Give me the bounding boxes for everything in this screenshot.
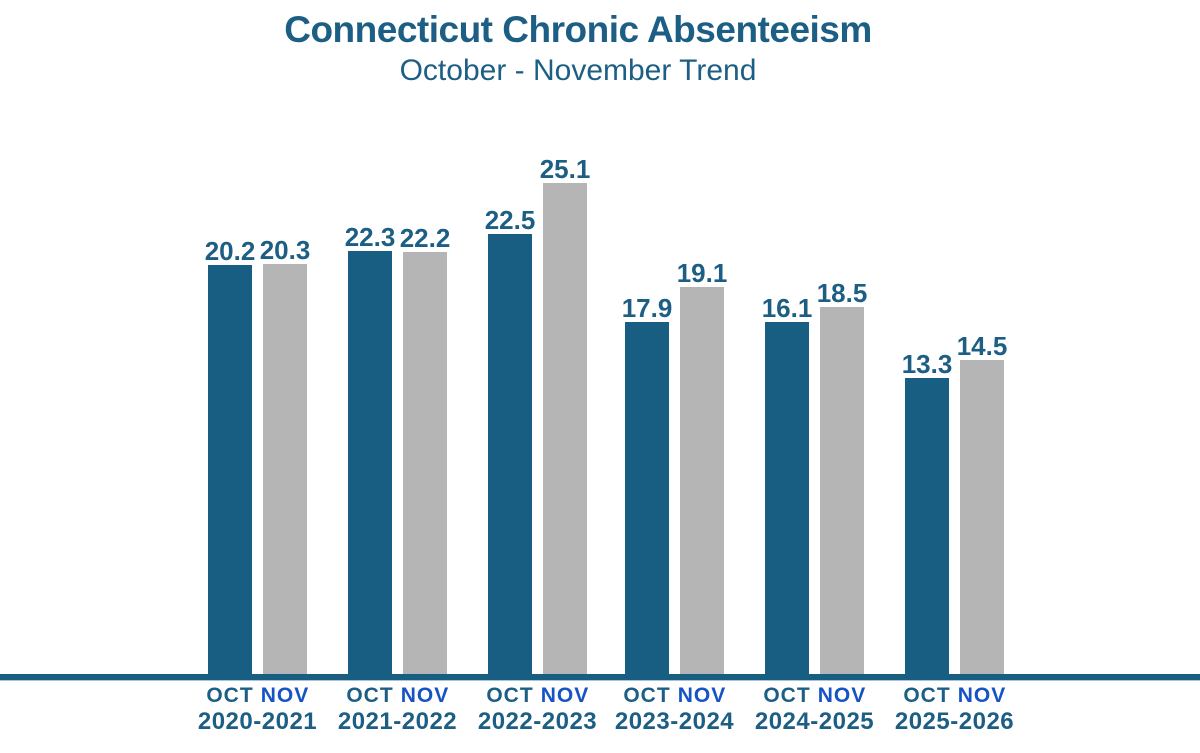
axis-label-nov-2024-2025: NOV bbox=[817, 684, 867, 707]
axis-label-year-2022-2023: 2022-2023 bbox=[477, 708, 598, 735]
axis-label-nov-2020-2021: NOV bbox=[260, 684, 310, 707]
axis-label-nov-2025-2026: NOV bbox=[957, 684, 1007, 707]
bar-value-label-oct-2021-2022: 22.3 bbox=[344, 222, 396, 252]
bar-value-label-oct-2025-2026: 13.3 bbox=[901, 349, 953, 379]
bar-value-label-nov-2021-2022: 22.2 bbox=[399, 223, 451, 253]
bar-value-label-nov-2025-2026: 14.5 bbox=[956, 331, 1008, 361]
axis-label-nov-2021-2022: NOV bbox=[400, 684, 450, 707]
axis-label-year-2021-2022: 2021-2022 bbox=[337, 708, 458, 735]
bar-oct-2025-2026 bbox=[905, 378, 949, 674]
axis-label-oct-2024-2025: OCT bbox=[763, 684, 811, 707]
bar-value-label-oct-2024-2025: 16.1 bbox=[761, 293, 813, 323]
axis-label-year-2024-2025: 2024-2025 bbox=[754, 708, 875, 735]
bar-value-label-oct-2023-2024: 17.9 bbox=[621, 293, 673, 323]
bar-oct-2023-2024 bbox=[625, 322, 669, 674]
bar-nov-2024-2025 bbox=[820, 307, 864, 674]
bar-nov-2023-2024 bbox=[680, 287, 724, 674]
chart-subtitle: October - November Trend bbox=[399, 54, 757, 87]
bar-nov-2021-2022 bbox=[403, 252, 447, 674]
bar-nov-2020-2021 bbox=[263, 264, 307, 674]
bar-value-label-nov-2024-2025: 18.5 bbox=[816, 278, 868, 308]
axis-label-nov-2022-2023: NOV bbox=[540, 684, 590, 707]
bar-value-label-oct-2022-2023: 22.5 bbox=[484, 205, 536, 235]
bar-value-label-nov-2022-2023: 25.1 bbox=[539, 154, 591, 184]
bar-oct-2020-2021 bbox=[208, 265, 252, 674]
x-axis-line bbox=[0, 674, 1200, 681]
axis-label-year-2023-2024: 2023-2024 bbox=[614, 708, 735, 735]
axis-label-oct-2025-2026: OCT bbox=[903, 684, 951, 707]
bar-value-label-nov-2020-2021: 20.3 bbox=[259, 235, 311, 265]
axis-label-year-2025-2026: 2025-2026 bbox=[894, 708, 1015, 735]
axis-label-oct-2022-2023: OCT bbox=[486, 684, 534, 707]
bar-nov-2025-2026 bbox=[960, 360, 1004, 674]
bar-oct-2024-2025 bbox=[765, 322, 809, 674]
bar-oct-2021-2022 bbox=[348, 251, 392, 674]
axis-label-nov-2023-2024: NOV bbox=[677, 684, 727, 707]
bar-value-label-nov-2023-2024: 19.1 bbox=[676, 258, 728, 288]
chart-title: Connecticut Chronic Absenteeism bbox=[284, 9, 872, 50]
axis-label-year-2020-2021: 2020-2021 bbox=[197, 708, 318, 735]
axis-label-oct-2021-2022: OCT bbox=[346, 684, 394, 707]
bar-value-label-oct-2020-2021: 20.2 bbox=[204, 236, 256, 266]
bar-oct-2022-2023 bbox=[488, 234, 532, 674]
chart-header: Connecticut Chronic Absenteeism October … bbox=[0, 8, 1156, 90]
bar-nov-2022-2023 bbox=[543, 183, 587, 674]
axis-label-oct-2023-2024: OCT bbox=[623, 684, 671, 707]
axis-label-oct-2020-2021: OCT bbox=[206, 684, 254, 707]
